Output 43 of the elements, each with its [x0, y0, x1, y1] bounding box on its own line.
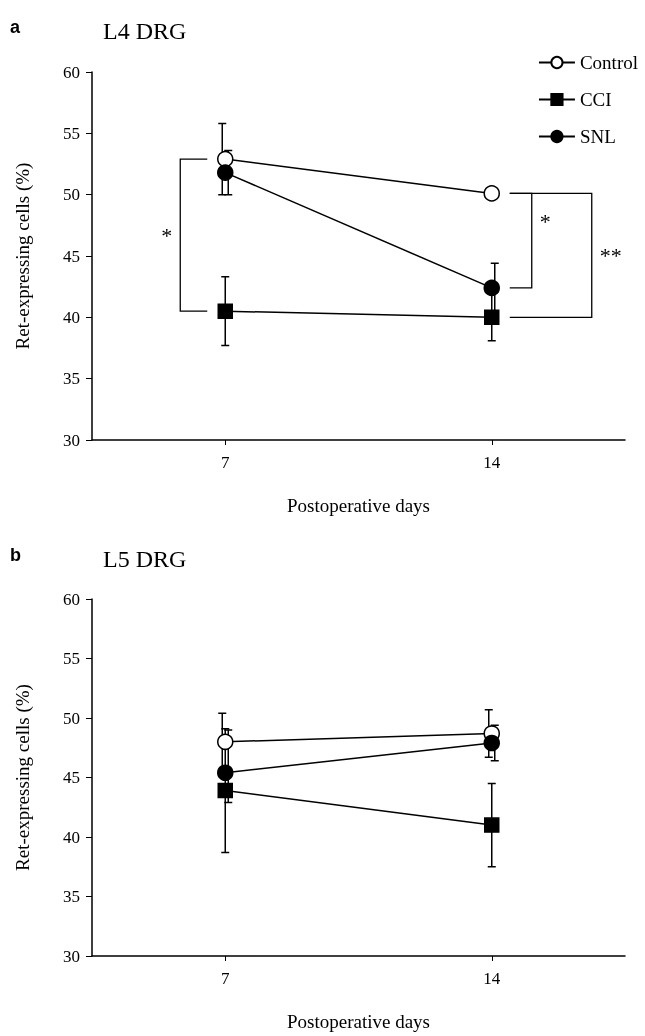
text: a [10, 17, 21, 37]
y-tick-label: 60 [63, 62, 80, 82]
annotation: * [161, 222, 173, 248]
x-axis-title: Postoperative days [286, 495, 431, 516]
point [217, 150, 234, 168]
y-tick-label: 55 [63, 649, 80, 668]
point [483, 279, 500, 297]
point [217, 733, 234, 751]
y-tick-label: 60 [63, 589, 80, 609]
y-tick-label: 45 [63, 768, 80, 787]
y-tick-label: 35 [63, 887, 80, 906]
point [217, 782, 233, 799]
y-tick-label: 40 [63, 307, 80, 327]
x-axis-title: Postoperative days [286, 1011, 431, 1032]
y-tick-label: 30 [63, 946, 80, 966]
x-tick-label: 14 [483, 969, 501, 988]
x-tick-label: 7 [221, 969, 230, 988]
annotation: * [539, 209, 551, 235]
y-axis-title: Ret-expressing cells (%) [12, 684, 34, 871]
y-tick-label: 45 [63, 246, 80, 266]
point [217, 764, 234, 781]
y-axis-title: Ret-expressing cells (%) [12, 162, 34, 350]
point [483, 185, 500, 202]
x-tick-label: 7 [221, 453, 230, 472]
legend-label: SNL [579, 126, 616, 147]
legend-label: CCI [579, 89, 612, 110]
point [217, 303, 233, 319]
point [484, 817, 500, 833]
y-tick-label: 30 [63, 430, 80, 450]
point [484, 309, 500, 326]
chart-title: L5 DRG [103, 546, 187, 572]
point [483, 734, 500, 752]
text: b [10, 545, 21, 565]
chart-title: L4 DRG [103, 18, 187, 44]
y-tick-label: 50 [63, 708, 80, 728]
x-tick-label: 14 [483, 453, 501, 472]
y-tick-label: 55 [63, 123, 80, 143]
y-tick-label: 40 [63, 827, 80, 847]
annotation: ** [599, 242, 622, 268]
y-tick-label: 35 [63, 369, 80, 389]
legend-label: Control [579, 52, 638, 73]
y-tick-label: 50 [63, 185, 80, 205]
point [217, 164, 234, 181]
